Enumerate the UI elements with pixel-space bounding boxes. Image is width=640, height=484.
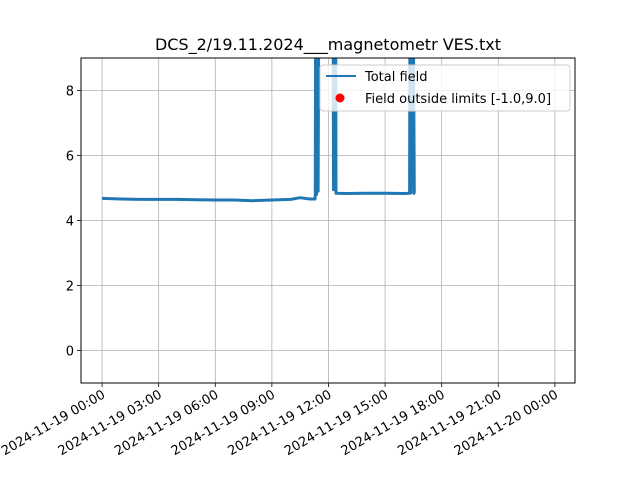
x-tick-label: 2024-11-19 06:00 xyxy=(112,387,221,459)
legend-label-total-field: Total field xyxy=(364,70,428,85)
x-tick-label: 2024-11-19 09:00 xyxy=(169,387,278,459)
series-layer xyxy=(102,58,416,203)
y-tick-label: 4 xyxy=(66,215,74,230)
legend-box xyxy=(319,64,571,112)
legend: Total field Field outside limits [-1.0,9… xyxy=(319,64,571,112)
x-tick-label: 2024-11-19 03:00 xyxy=(56,387,165,459)
legend-dot-marker xyxy=(335,93,345,103)
x-tick-label: 2024-11-19 21:00 xyxy=(395,387,504,459)
x-tick-label: 2024-11-19 15:00 xyxy=(282,387,391,459)
x-tick-label: 2024-11-19 12:00 xyxy=(226,387,335,459)
y-tick-label: 8 xyxy=(66,85,74,100)
legend-label-outside-limits: Field outside limits [-1.0,9.0] xyxy=(365,92,551,107)
series-line-total-field xyxy=(102,58,416,203)
x-tick-label: 2024-11-20 00:00 xyxy=(452,387,561,459)
x-tick-label: 2024-11-19 18:00 xyxy=(339,387,448,459)
y-tick-label: 6 xyxy=(66,150,74,165)
x-tick-label: 2024-11-19 00:00 xyxy=(0,387,108,459)
chart-title: DCS_2/19.11.2024___magnetometr VES.txt xyxy=(155,35,501,55)
y-tick-label: 2 xyxy=(66,280,74,295)
y-tick-label: 0 xyxy=(66,345,74,360)
